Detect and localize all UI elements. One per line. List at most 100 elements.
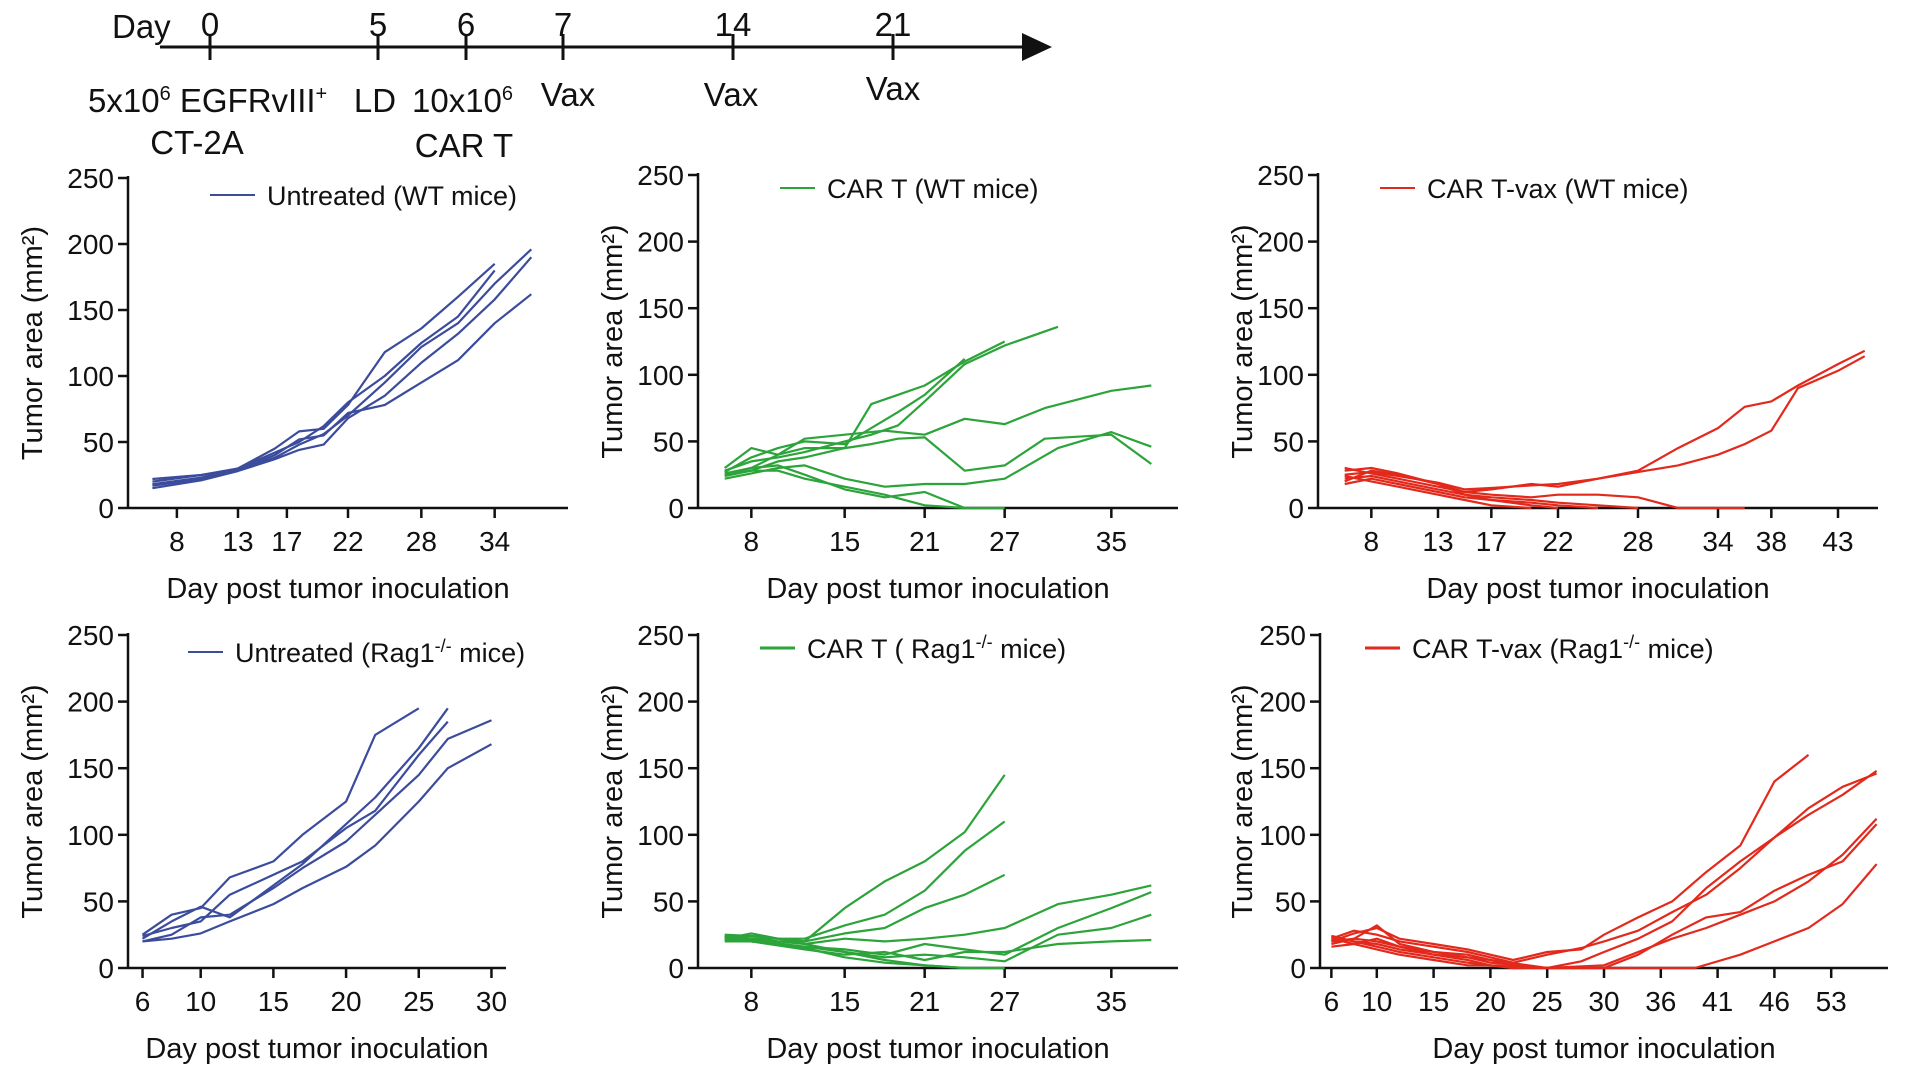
series-line-1 (724, 340, 1006, 476)
timeline-event-label: CAR T (415, 127, 513, 164)
x-tick-label: 34 (479, 526, 510, 557)
y-tick-label: 200 (637, 227, 684, 258)
y-tick-label: 200 (637, 687, 684, 718)
x-tick-label: 15 (258, 986, 289, 1017)
x-tick-label: 25 (403, 986, 434, 1017)
x-tick-label: 27 (989, 526, 1020, 557)
y-tick-label: 200 (1257, 227, 1304, 258)
x-tick-label: 21 (909, 526, 940, 557)
y-tick-label: 100 (637, 820, 684, 851)
series-line-3 (724, 357, 966, 473)
legend-label: CAR T (WT mice) (827, 174, 1039, 204)
y-tick-label: 0 (1290, 953, 1306, 984)
x-tick-label: 8 (744, 526, 760, 557)
timeline-event-label: Vax (704, 76, 759, 113)
legend-label: CAR T-vax (WT mice) (1427, 174, 1689, 204)
y-tick-label: 250 (67, 163, 114, 194)
timeline-event-label: Vax (866, 70, 921, 107)
x-tick-label: 10 (185, 986, 216, 1017)
treatment-timeline: Day 0 5 6 7 14 21 5x106 EGFRvIII+ CT-2A LD 10x106 C… (88, 6, 1052, 164)
x-tick-label: 6 (1324, 986, 1340, 1017)
series-line-7 (1344, 474, 1532, 510)
series-line-3 (1344, 466, 1745, 510)
x-axis-title: Day post tumor inoculation (1432, 1033, 1775, 1065)
y-tick-label: 0 (668, 953, 684, 984)
y-tick-label: 250 (637, 160, 684, 191)
series-line-4 (1331, 818, 1878, 970)
series-line-2 (724, 325, 1059, 472)
y-tick-label: 0 (668, 493, 684, 524)
y-axis-title: Tumor area (mm²) (17, 684, 49, 918)
series-line-2 (1344, 355, 1866, 491)
x-tick-label: 21 (909, 986, 940, 1017)
y-tick-label: 200 (67, 229, 114, 260)
x-tick-label: 27 (989, 986, 1020, 1017)
series-line-5 (724, 433, 1152, 478)
x-axis-title: Day post tumor inoculation (166, 573, 509, 605)
series-line-1 (724, 774, 1006, 943)
x-tick-label: 36 (1645, 986, 1676, 1017)
x-tick-label: 8 (169, 526, 185, 557)
y-tick-label: 150 (67, 753, 114, 784)
y-tick-label: 0 (98, 493, 114, 524)
x-tick-label: 15 (1418, 986, 1449, 1017)
series-line-1 (1331, 754, 1810, 962)
x-tick-label: 35 (1096, 986, 1127, 1017)
legend-label: CAR T-vax (Rag1-/- mice) (1412, 632, 1714, 664)
x-tick-label: 15 (829, 526, 860, 557)
x-tick-label: 53 (1816, 986, 1847, 1017)
y-tick-label: 250 (67, 620, 114, 651)
legend-label: Untreated (Rag1-/- mice) (235, 636, 525, 668)
x-axis-title: Day post tumor inoculation (1426, 573, 1769, 605)
series-line-1 (152, 262, 496, 481)
chart-car-t-rag1: 0 50 100 150 200 250 8 15 21 27 35 Day post tumor i… (597, 620, 1178, 1065)
series-line-4 (1344, 474, 1639, 510)
timeline-day-number: 21 (875, 6, 912, 43)
x-axis-title: Day post tumor inoculation (766, 573, 1109, 605)
series-line-4 (142, 719, 492, 943)
y-tick-label: 100 (67, 361, 114, 392)
x-tick-label: 10 (1361, 986, 1392, 1017)
series-line-4 (724, 884, 1152, 946)
y-tick-label: 150 (637, 293, 684, 324)
y-tick-label: 200 (1259, 687, 1306, 718)
y-axis-title: Tumor area (mm²) (597, 684, 629, 918)
y-tick-label: 100 (67, 820, 114, 851)
timeline-arrow-icon (1022, 33, 1052, 61)
x-tick-label: 30 (476, 986, 507, 1017)
series-line-1 (141, 707, 420, 936)
x-tick-label: 22 (332, 526, 363, 557)
x-tick-label: 8 (744, 986, 760, 1017)
y-tick-label: 200 (67, 687, 114, 718)
y-tick-label: 150 (1259, 753, 1306, 784)
x-tick-label: 43 (1822, 526, 1853, 557)
series-line-5 (142, 743, 493, 943)
series-line-8 (1331, 937, 1548, 970)
y-tick-label: 50 (1275, 886, 1306, 917)
x-tick-label: 6 (135, 986, 151, 1017)
y-tick-label: 50 (1273, 426, 1304, 457)
y-tick-label: 150 (1257, 293, 1304, 324)
y-tick-label: 50 (83, 427, 114, 458)
y-tick-label: 50 (653, 426, 684, 457)
chart-untreated-rag1: 0 50 100 150 200 250 6 10 15 20 25 30 Day post tumor… (17, 620, 525, 1065)
timeline-day-number: 14 (715, 6, 752, 43)
x-tick-label: 20 (1475, 986, 1506, 1017)
x-tick-label: 25 (1532, 986, 1563, 1017)
series-line-8 (724, 937, 965, 970)
timeline-event-label: CT-2A (150, 124, 244, 161)
chart-untreated-wt: 0 50 100 150 200 250 8 13 17 22 28 34 Day post tumor… (17, 163, 568, 605)
timeline-event-label: 10x106 (412, 82, 513, 119)
timeline-day-number: 7 (554, 6, 572, 43)
timeline-event-label: Vax (541, 76, 596, 113)
timeline-day-number: 0 (201, 6, 219, 43)
x-tick-label: 38 (1756, 526, 1787, 557)
series-line-3 (724, 873, 1006, 943)
x-tick-label: 41 (1702, 986, 1733, 1017)
y-tick-label: 100 (1259, 820, 1306, 851)
timeline-event-label: LD (354, 82, 396, 119)
y-tick-label: 150 (67, 295, 114, 326)
y-axis-title: Tumor area (mm²) (17, 226, 49, 460)
legend-label: CAR T ( Rag1-/- mice) (807, 632, 1066, 664)
x-tick-label: 22 (1542, 526, 1573, 557)
